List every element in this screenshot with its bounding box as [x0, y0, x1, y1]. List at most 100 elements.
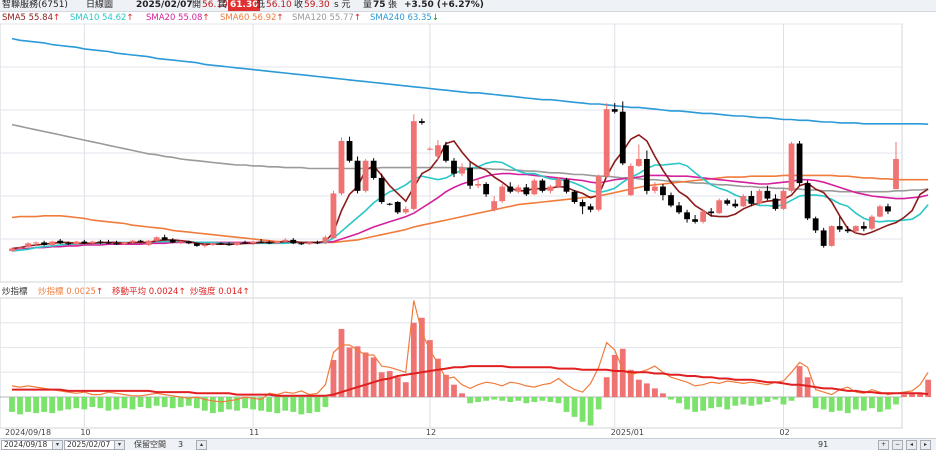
candle-body — [153, 237, 160, 241]
candle-body — [852, 226, 859, 232]
indicator-bar — [426, 340, 433, 398]
indicator-bar — [780, 397, 787, 405]
candle-body — [9, 248, 15, 252]
indicator-legend: 炒指標 炒指標 0.0025↑ 移動平均 0.0024↑ 炒強度 0.014↑ — [0, 287, 936, 297]
sma10-legend[interactable]: SMA10 54.62↑ — [70, 13, 134, 23]
candlestick — [877, 204, 883, 218]
candle-body — [65, 243, 72, 245]
candlestick — [298, 241, 305, 246]
candlestick — [563, 177, 570, 194]
candlestick — [443, 141, 449, 163]
indicator-line — [11, 300, 929, 403]
candle-body — [772, 198, 779, 209]
candle-body — [539, 180, 546, 191]
sma120-legend-label: SMA120 55.77 — [292, 13, 354, 23]
indicator-bar — [764, 397, 771, 402]
moving-average-legend[interactable]: 移動平均 0.0024↑ — [112, 287, 186, 297]
indicator-bar — [435, 358, 441, 398]
indicator-bar — [258, 397, 265, 411]
sma240-legend[interactable]: SMA240 63.35↓ — [370, 13, 439, 23]
candlestick — [234, 241, 240, 246]
sma60-legend[interactable]: SMA60 56.92↑ — [220, 13, 284, 23]
indicator-bar — [402, 382, 409, 398]
period-label[interactable]: 日線圖 — [86, 0, 114, 10]
candle-body — [844, 229, 851, 232]
indicator-bar — [499, 397, 506, 401]
candlestick — [507, 182, 514, 194]
x-tick-label: 2025/01 — [611, 428, 644, 437]
candle-body — [652, 186, 658, 191]
indicator-bar — [820, 397, 827, 410]
indicator-bar — [539, 397, 546, 401]
indicator-bar — [595, 397, 602, 410]
candle-body — [804, 183, 811, 219]
low-label: 低 — [256, 0, 266, 10]
candlestick — [250, 240, 256, 246]
indicator-bar — [611, 354, 618, 398]
candle-body — [435, 145, 441, 157]
candle-body — [274, 241, 281, 244]
candle-body — [619, 111, 626, 164]
candle-body — [177, 241, 184, 243]
indicator-bar — [877, 397, 883, 412]
candlestick — [571, 189, 578, 204]
candle-body — [587, 206, 594, 210]
x-axis-start-label: 2024/09/18 — [5, 428, 51, 437]
sma120-legend-arrow: ↑ — [353, 13, 361, 23]
candle-body — [579, 202, 586, 207]
candlestick — [764, 185, 771, 201]
sma120-legend[interactable]: SMA120 55.77↑ — [292, 13, 361, 23]
indicator-bar — [242, 397, 248, 409]
indicator-value-legend[interactable]: 炒指標 0.0025↑ — [38, 287, 103, 297]
candlestick — [266, 240, 273, 245]
candlestick — [330, 190, 337, 239]
sma20-legend-arrow: ↑ — [202, 13, 210, 23]
range-bar: 2024/09/18 ▾ 2025/02/07 ▾ 保留空間 3 ▴ 91 + … — [0, 438, 936, 450]
strength-arrow: ↑ — [242, 287, 250, 297]
indicator-bar — [185, 397, 192, 406]
candle-body — [732, 203, 739, 207]
candlestick — [868, 214, 875, 231]
sma20-legend[interactable]: SMA20 55.08↑ — [146, 13, 210, 23]
strength-legend[interactable]: 炒強度 0.014↑ — [190, 287, 250, 297]
indicator-bar — [226, 397, 232, 410]
candlestick — [89, 240, 96, 245]
indicator-bar — [322, 397, 329, 407]
candlestick — [595, 174, 602, 212]
candlestick — [105, 239, 112, 245]
candle-body — [812, 218, 819, 231]
candle-body — [764, 190, 771, 199]
candle-body — [57, 240, 64, 244]
candlestick — [218, 242, 224, 246]
keep-space-value[interactable]: 3 — [178, 440, 184, 449]
indicator-bar — [555, 397, 562, 404]
candlestick — [290, 238, 297, 245]
sma5-legend[interactable]: SMA5 55.84↑ — [2, 13, 60, 23]
candle-body — [298, 243, 305, 245]
candle-body — [185, 241, 192, 244]
candlestick — [338, 137, 345, 196]
indicator-moving-average-line — [12, 365, 929, 397]
ma-legend: SMA5 55.84↑ SMA10 54.62↑ SMA20 55.08↑ SM… — [0, 13, 936, 23]
candlestick — [242, 240, 248, 245]
indicator-bar — [49, 397, 56, 414]
candle-body — [378, 177, 385, 203]
indicator-bar — [684, 397, 690, 410]
candle-body — [169, 239, 176, 243]
indicator-name[interactable]: 炒指標 — [2, 287, 28, 297]
candlestick — [9, 247, 15, 252]
candle-body — [893, 159, 899, 190]
candlestick — [804, 180, 811, 221]
indicator-bar — [306, 397, 313, 414]
candlestick — [820, 227, 827, 248]
indicator-bar — [386, 371, 393, 398]
indicator-bar — [507, 397, 514, 402]
candle-body — [322, 237, 329, 243]
indicator-bar — [692, 397, 698, 412]
indicator-panel-frame — [0, 297, 903, 429]
indicator-bar — [201, 397, 208, 411]
stock-name[interactable]: 智聯服務(6751) — [2, 0, 68, 10]
change-value: +3.50 (+6.27%) — [404, 0, 484, 10]
indicator-bar — [362, 352, 369, 398]
